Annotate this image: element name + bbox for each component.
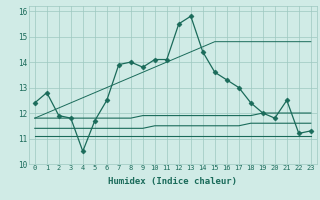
- X-axis label: Humidex (Indice chaleur): Humidex (Indice chaleur): [108, 177, 237, 186]
